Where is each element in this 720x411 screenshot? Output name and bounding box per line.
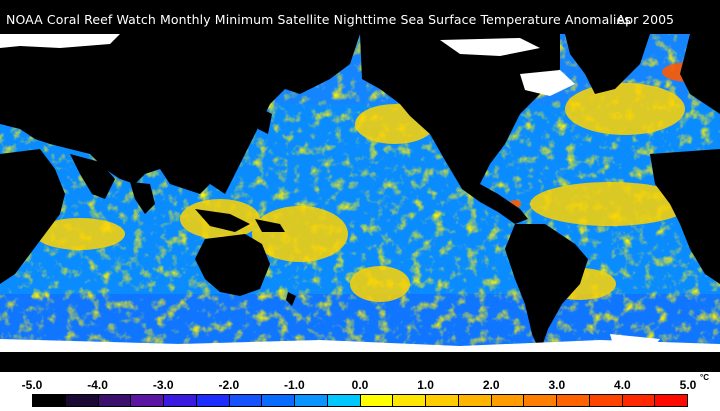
legend-color-swatch <box>491 395 525 406</box>
map-date: Apr 2005 <box>616 12 674 27</box>
temperature-legend: -5.0 -4.0 -3.0 -2.0 -1.0 0.0 1.0 2.0 3.0 4.0 5.0 °… <box>0 372 720 411</box>
map-title: NOAA Coral Reef Watch Monthly Minimum Sa… <box>6 12 631 27</box>
legend-tick-label: 3.0 <box>548 378 566 392</box>
legend-tick-label: -2.0 <box>218 378 240 392</box>
legend-unit: °C <box>700 373 709 382</box>
sst-anomaly-map <box>0 34 720 372</box>
legend-color-swatch <box>33 395 66 406</box>
legend-tick-label: -1.0 <box>284 378 305 392</box>
legend-color-swatch <box>655 395 687 406</box>
map-title-bar: NOAA Coral Reef Watch Monthly Minimum Sa… <box>0 0 720 34</box>
legend-color-swatch <box>295 395 328 406</box>
legend-color-swatch <box>65 395 99 406</box>
legend-color-swatch <box>622 395 656 406</box>
legend-color-swatch <box>393 395 426 406</box>
legend-tick-label: -5.0 <box>21 378 43 392</box>
legend-color-swatch <box>458 395 492 406</box>
legend-color-swatch <box>589 395 623 406</box>
legend-color-swatch <box>327 395 361 406</box>
legend-tick-label: 1.0 <box>417 378 434 392</box>
legend-color-swatch <box>426 395 459 406</box>
land-masses <box>0 34 720 372</box>
legend-tick-label: -3.0 <box>152 378 174 392</box>
legend-color-swatch <box>262 395 295 406</box>
legend-colorbar <box>32 394 688 407</box>
legend-color-swatch <box>229 395 263 406</box>
legend-tick-label: 0.0 <box>351 378 369 392</box>
legend-color-swatch <box>360 395 394 406</box>
legend-tick-label: 2.0 <box>482 378 500 392</box>
legend-color-swatch <box>557 395 590 406</box>
legend-color-swatch <box>98 395 132 406</box>
legend-color-swatch <box>196 395 230 406</box>
sea-ice <box>0 34 720 352</box>
legend-color-swatch <box>524 395 557 406</box>
legend-tick-label: 5.0 <box>679 378 697 392</box>
legend-tick-label: -4.0 <box>87 378 108 392</box>
legend-color-swatch <box>164 395 197 406</box>
legend-color-swatch <box>131 395 164 406</box>
legend-tick-label: 4.0 <box>614 378 631 392</box>
legend-tick-labels: -5.0 -4.0 -3.0 -2.0 -1.0 0.0 1.0 2.0 3.0 4.0 5.0 <box>0 378 720 394</box>
